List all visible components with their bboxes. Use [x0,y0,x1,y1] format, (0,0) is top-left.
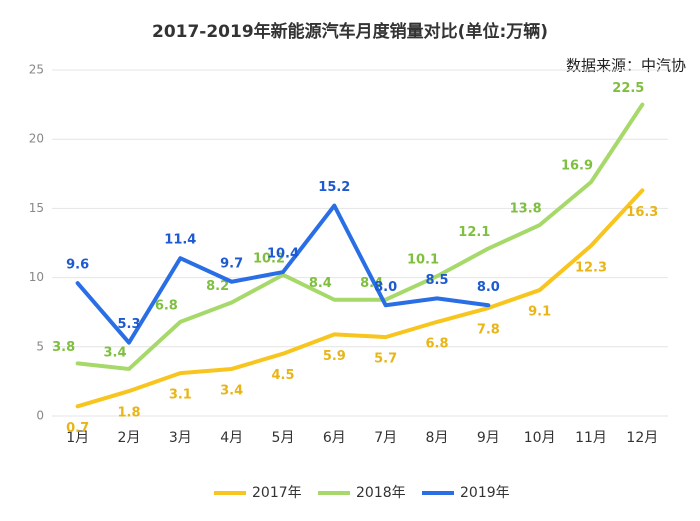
data-label: 0.7 [66,421,89,436]
data-label: 5.9 [323,349,346,364]
data-label: 22.5 [612,81,644,96]
data-label: 8.2 [206,279,229,294]
x-tick-label: 12月 [626,430,658,446]
data-label: 10.4 [267,247,299,262]
legend-label: 2018年 [356,485,406,501]
chart-title: 2017-2019年新能源汽车月度销量对比(单位:万辆) [152,21,548,42]
x-tick-label: 1月 [66,430,89,446]
x-tick-label: 6月 [323,430,346,446]
data-label: 6.8 [155,298,178,313]
x-tick-label: 7月 [374,430,397,446]
data-label: 3.1 [169,388,192,403]
data-label: 9.1 [528,305,551,320]
series-line [75,203,491,345]
data-label: 10.2 [253,251,285,266]
data-label: 15.2 [318,180,350,195]
y-tick-label: 5 [36,339,44,353]
x-tick-label: 4月 [220,430,243,446]
data-label: 8.4 [309,276,332,291]
x-tick-label: 2月 [118,430,141,446]
data-label: 8.5 [425,273,448,288]
data-label: 8.0 [374,280,397,295]
data-label: 3.4 [220,383,243,398]
y-tick-label: 0 [36,409,44,423]
data-label: 5.7 [374,352,397,367]
data-label: 16.3 [626,205,658,220]
data-label: 8.0 [477,280,500,295]
data-label: 6.8 [425,336,448,351]
data-label: 9.7 [220,256,243,271]
y-tick-label: 15 [29,201,44,215]
data-label: 13.8 [510,202,542,217]
data-label: 4.5 [271,368,294,383]
y-tick-label: 10 [29,270,44,284]
data-label: 7.8 [477,323,500,338]
data-label: 5.3 [117,317,140,332]
x-tick-label: 10月 [524,430,556,446]
data-label: 9.6 [66,258,89,273]
y-tick-label: 20 [29,132,44,146]
x-tick-label: 9月 [477,430,500,446]
x-tick-label: 3月 [169,430,192,446]
data-label: 3.4 [103,345,126,360]
data-label: 11.4 [164,233,196,248]
data-label: 3.8 [52,340,75,355]
series-line [75,188,645,409]
data-label: 12.1 [458,225,490,240]
y-tick-label: 25 [29,63,44,77]
x-tick-label: 8月 [426,430,449,446]
x-tick-label: 11月 [575,430,607,446]
data-label: 1.8 [117,406,140,421]
legend-label: 2017年 [252,485,302,501]
x-tick-label: 5月 [272,430,295,446]
data-label: 10.1 [407,253,439,268]
subtitle: 数据来源：中汽协 [566,57,686,75]
legend-label: 2019年 [460,485,510,501]
data-label: 16.9 [561,159,593,174]
data-label: 12.3 [575,260,607,275]
series-line [75,102,645,371]
